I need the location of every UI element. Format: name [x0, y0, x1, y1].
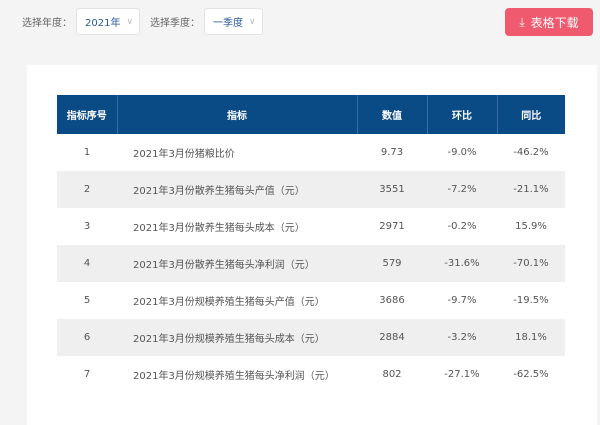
- table-cell: 15.9%: [515, 221, 547, 232]
- table-cell: 2021年3月份散养生猪每头产值（元）: [117, 171, 357, 208]
- table-cell: 579: [357, 245, 427, 282]
- table-cell: 2021年3月份规模养殖生猪每头产值（元）: [133, 297, 325, 308]
- quarter-select[interactable]: 一季度 ∨: [204, 8, 263, 35]
- quarter-label: 选择季度：: [150, 18, 201, 29]
- table-cell: 1: [83, 147, 91, 158]
- table-cell: -31.6%: [427, 245, 497, 282]
- filter-bar: 选择年度： 2021年 ∨ 选择季度： 一季度 ∨: [22, 8, 273, 35]
- column-header: 同比: [497, 95, 565, 134]
- table-cell: 2021年3月份散养生猪每头净利润（元）: [117, 245, 357, 282]
- download-icon: ⤓: [519, 14, 525, 29]
- table-card: 指标序号 指标 数值 环比 同比 1 2021年3月份猪粮比价 9.73 -9.0% -46.2…: [27, 65, 597, 425]
- column-header: 指标序号: [57, 95, 118, 134]
- table-row: 6 2021年3月份规模养殖生猪每头成本（元） 2884 -3.2% 18.1%: [57, 319, 565, 356]
- table-cell: 4: [57, 245, 117, 282]
- download-table-button[interactable]: ⤓ 表格下载: [505, 8, 593, 36]
- table-cell: 2021年3月份散养生猪每头成本（元）: [133, 223, 305, 234]
- table-cell: 9.73: [380, 147, 404, 158]
- table-cell: -7.2%: [427, 171, 497, 208]
- table-cell: 2971: [379, 221, 405, 232]
- year-label: 选择年度：: [22, 18, 72, 29]
- table-cell: -46.2%: [513, 147, 549, 158]
- table-cell: 3: [83, 221, 91, 232]
- table-cell: -62.5%: [513, 369, 549, 380]
- table-cell: 5: [83, 295, 91, 306]
- table-cell: -9.0%: [447, 147, 477, 158]
- download-label: 表格下载: [530, 15, 579, 30]
- chevron-down-icon: ∨: [126, 16, 134, 27]
- table-cell: 2021年3月份规模养殖生猪每头净利润（元）: [133, 371, 335, 382]
- column-header: 指标: [117, 95, 358, 134]
- table-cell: -21.1%: [497, 171, 565, 208]
- table-cell: 2884: [357, 319, 427, 356]
- table-row: 7 2021年3月份规模养殖生猪每头净利润（元） 802 -27.1% -62.5%: [57, 356, 565, 393]
- table-cell: 2021年3月份规模养殖生猪每头成本（元）: [117, 319, 357, 356]
- column-header: 环比: [427, 95, 498, 134]
- table-row: 5 2021年3月份规模养殖生猪每头产值（元） 3686 -9.7% -19.5%: [57, 282, 565, 319]
- table-cell: -0.2%: [447, 221, 477, 232]
- year-value: 2021年: [85, 18, 121, 29]
- table-cell: -70.1%: [497, 245, 565, 282]
- table-cell: 3686: [379, 295, 405, 306]
- table-row: 2 2021年3月份散养生猪每头产值（元） 3551 -7.2% -21.1%: [57, 171, 565, 208]
- chevron-down-icon: ∨: [249, 16, 256, 27]
- data-table: 指标序号 指标 数值 环比 同比 1 2021年3月份猪粮比价 9.73 -9.0% -46.2…: [57, 95, 565, 393]
- table-cell: -9.7%: [447, 295, 477, 306]
- table-cell: 2: [57, 171, 117, 208]
- table-cell: 18.1%: [497, 319, 565, 356]
- table-cell: 2021年3月份猪粮比价: [133, 149, 235, 160]
- table-row: 1 2021年3月份猪粮比价 9.73 -9.0% -46.2%: [57, 134, 565, 171]
- table-cell: 7: [83, 369, 91, 380]
- table-row: 4 2021年3月份散养生猪每头净利润（元） 579 -31.6% -70.1%: [57, 245, 565, 282]
- table-row: 3 2021年3月份散养生猪每头成本（元） 2971 -0.2% 15.9%: [57, 208, 565, 245]
- column-header: 数值: [357, 95, 428, 134]
- table-cell: 3551: [357, 171, 427, 208]
- table-cell: -19.5%: [513, 295, 549, 306]
- table-cell: -3.2%: [427, 319, 497, 356]
- table-cell: 6: [57, 319, 117, 356]
- table-cell: 802: [382, 369, 402, 380]
- quarter-value: 一季度: [213, 18, 244, 29]
- year-select[interactable]: 2021年 ∨: [76, 8, 141, 35]
- table-cell: -27.1%: [444, 369, 480, 380]
